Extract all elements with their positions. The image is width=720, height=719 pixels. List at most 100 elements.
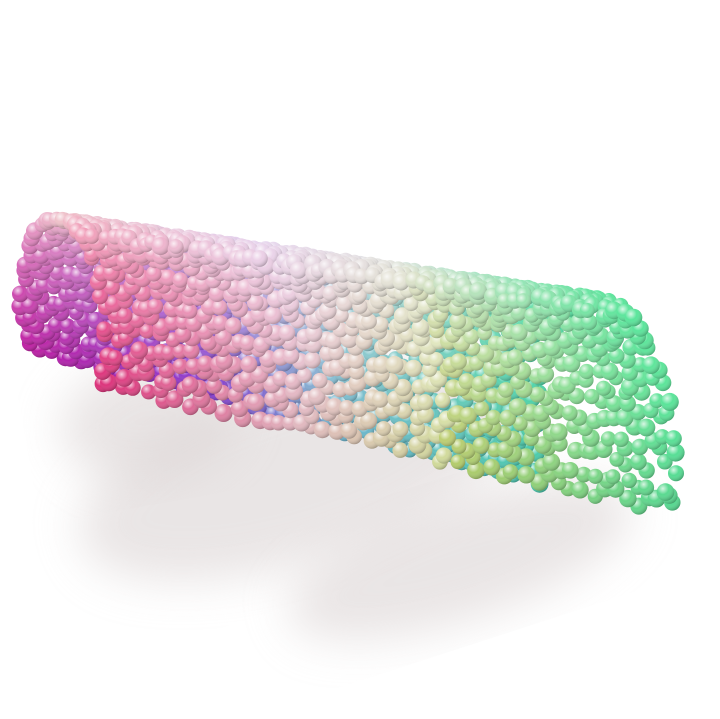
roll-front-surface [16,211,685,515]
sphere-point [584,388,600,405]
sphere-point [638,479,655,496]
sphere-point [107,350,123,366]
sphere-point [580,313,598,331]
sphere-point [561,405,578,421]
sphere-point [394,378,412,397]
sphere-point [182,303,198,319]
sphere-point [161,345,177,361]
sphere-point [508,398,527,416]
sphere-point [467,461,485,480]
sphere-point [116,307,133,324]
sphere-point [160,269,177,286]
sphere-point [392,421,409,438]
sphere-point [450,353,467,370]
sphere-point [372,391,389,408]
sphere-point [435,447,452,464]
sphere-point [141,384,157,400]
sphere-point [59,318,76,334]
sphere-point [92,288,108,305]
sphere-point [498,382,514,398]
sphere-point [313,421,331,439]
sphere-point [392,442,409,458]
sphere-point [160,375,177,391]
sphere-point [510,323,528,342]
sphere-point [631,438,648,456]
sphere-point [305,324,323,342]
sphere-point [476,344,495,363]
sphere-point [613,431,629,447]
sphere-point [575,466,592,483]
sphere-point [174,325,192,343]
sphere-point [428,352,444,367]
sphere-point [211,299,228,316]
sphere-point [485,409,502,426]
sphere-point [451,438,467,454]
sphere-point [214,404,233,422]
sphere-point [373,356,391,374]
sphere-point [656,483,675,501]
sphere-point [304,351,321,369]
sphere-point [224,317,242,335]
sphere-point [517,466,535,484]
sphere-point [181,376,199,394]
sphere-point [417,394,434,411]
sphere-point [562,462,579,479]
sphere-point [615,409,634,427]
sphere-point [240,355,258,373]
sphere-point [96,321,113,338]
sphere-point [469,282,487,301]
sphere-point [289,261,307,279]
sphere-point [215,352,233,370]
sphere-point [411,318,429,337]
sphere-point [472,437,490,454]
sphere-point [459,407,477,425]
sphere-point [361,313,377,330]
sphere-point [502,464,519,480]
sphere-point [473,401,490,417]
sphere-point [376,421,391,436]
sphere-point [48,317,64,333]
sphere-point [550,423,568,441]
sphere-point [403,296,419,312]
sphere-point [621,472,637,489]
sphere-point [115,369,134,387]
sphere-point [449,312,467,330]
sphere-point [333,307,349,323]
sphere-point [483,458,501,476]
sphere-point [609,452,625,467]
sphere-point [312,372,328,389]
sphere-point [270,415,287,431]
sphere-point [164,314,181,331]
sphere-point [347,352,365,369]
sphere-point [660,392,679,411]
sphere-point [165,390,184,409]
sphere-point [642,356,660,375]
sphere-point [247,294,264,311]
sphere-point [246,393,265,412]
sphere-point [278,324,296,342]
sphere-point [537,365,555,383]
sphere-point [608,348,625,364]
sphere-point [434,392,451,408]
sphere-point [507,349,524,366]
sphere-point [212,315,229,332]
sphere-point [499,409,516,427]
sphere-point [172,358,189,375]
sphere-point [339,400,355,416]
sphere-point [214,328,232,346]
sphere-point [637,418,656,437]
sphere-point [543,338,561,357]
sphere-point [264,306,282,325]
sphere-point [182,342,200,359]
sphere-point [145,265,162,282]
sphere-point [605,395,623,412]
sphere-point [392,274,410,291]
sphere-point [325,398,344,416]
sphere-point [438,429,456,447]
sphere-point [84,228,100,244]
sphere-point [529,386,546,403]
sphere-point [130,341,148,360]
sphere-point [579,363,595,380]
sphere-point [139,323,155,339]
sphere-point [630,453,647,471]
